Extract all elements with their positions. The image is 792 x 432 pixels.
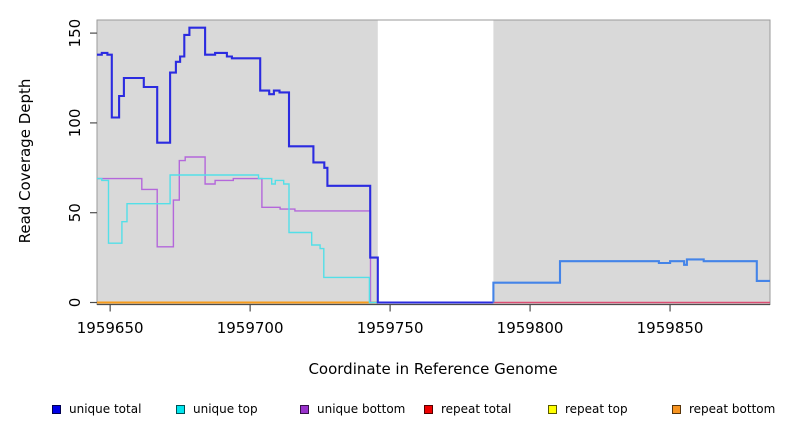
legend-label: repeat total bbox=[441, 402, 512, 416]
legend-swatch-icon bbox=[176, 404, 185, 414]
series-line-unique-total bbox=[97, 26, 494, 304]
y-tick-label: 0 bbox=[66, 298, 84, 308]
y-axis-title: Read Coverage Depth bbox=[16, 78, 34, 244]
x-axis-title: Coordinate in Reference Genome bbox=[308, 360, 558, 378]
x-tick-label: 1959700 bbox=[217, 319, 284, 337]
legend-swatch-icon bbox=[672, 404, 681, 414]
series-line-unique-total bbox=[492, 258, 770, 303]
y-tick-label: 150 bbox=[66, 19, 84, 48]
series-line-unique-bottom bbox=[97, 156, 373, 304]
legend-swatch-icon bbox=[300, 404, 309, 414]
legend-label: unique bottom bbox=[317, 402, 406, 416]
legend-item-unique-top: unique top bbox=[176, 402, 258, 416]
shaded-region bbox=[493, 20, 770, 305]
x-tick-label: 1959800 bbox=[497, 319, 564, 337]
x-tick-label: 1959650 bbox=[77, 319, 144, 337]
x-tick-label: 1959850 bbox=[637, 319, 704, 337]
shaded-region bbox=[97, 20, 378, 305]
legend-swatch-icon bbox=[548, 404, 557, 414]
series-line-unique-top bbox=[97, 174, 378, 304]
legend-label: repeat bottom bbox=[689, 402, 776, 416]
y-tick-label: 100 bbox=[66, 109, 84, 138]
legend-swatch-icon bbox=[424, 404, 433, 414]
legend-item-unique-total: unique total bbox=[52, 402, 141, 416]
legend-swatch-icon bbox=[52, 404, 61, 414]
x-tick-label: 1959750 bbox=[357, 319, 424, 337]
legend-label: repeat top bbox=[565, 402, 628, 416]
legend-label: unique total bbox=[69, 402, 142, 416]
legend-item-repeat-bottom: repeat bottom bbox=[672, 402, 775, 416]
legend-label: unique top bbox=[193, 402, 258, 416]
legend-item-repeat-total: repeat total bbox=[424, 402, 511, 416]
legend-item-unique-bottom: unique bottom bbox=[300, 402, 405, 416]
y-tick-label: 50 bbox=[66, 203, 84, 222]
legend-item-repeat-top: repeat top bbox=[548, 402, 628, 416]
